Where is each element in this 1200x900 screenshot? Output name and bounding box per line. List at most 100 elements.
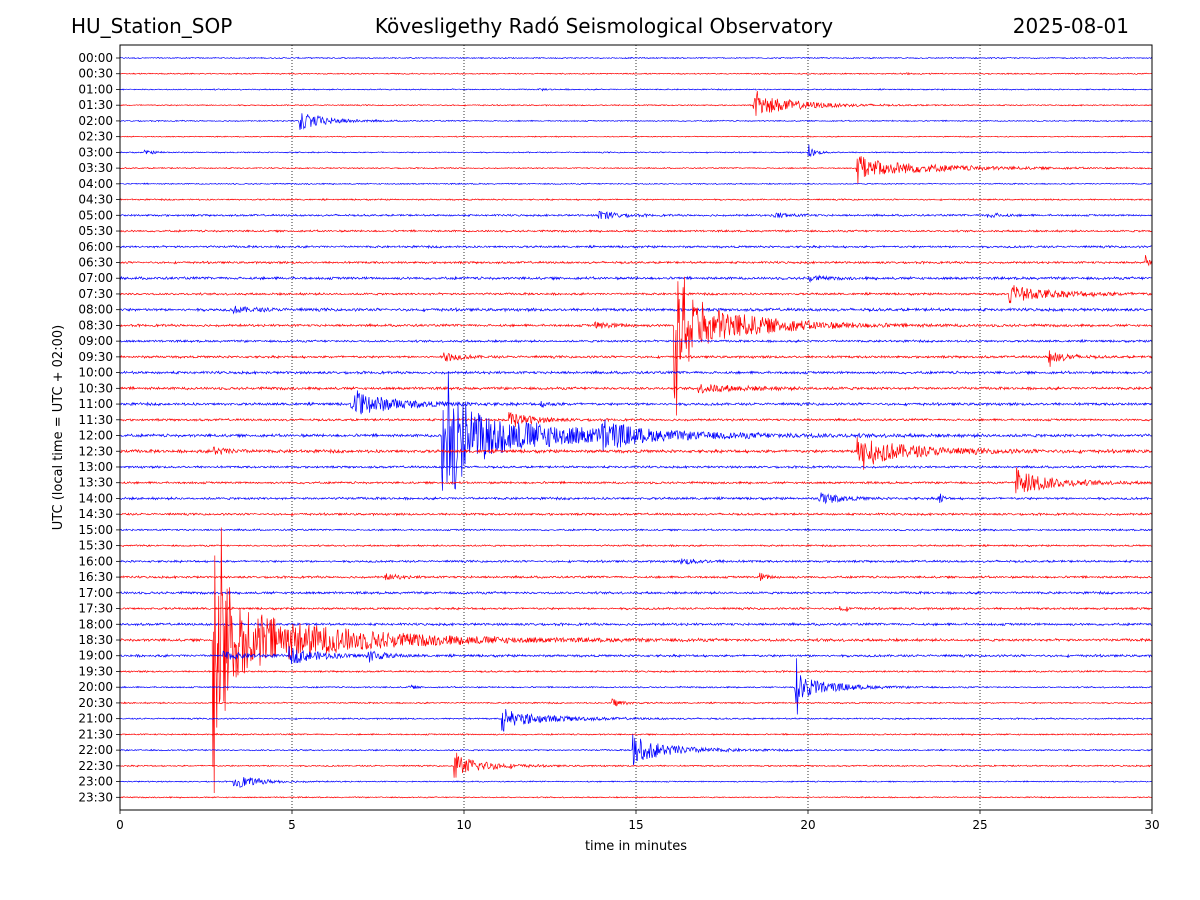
y-tick-label: 11:30: [78, 413, 113, 427]
trace-1830: [120, 527, 1152, 794]
trace-1100: [120, 390, 1152, 415]
trace-0630: [120, 255, 1152, 267]
x-tick-label: 30: [1144, 818, 1159, 832]
y-tick-label: 18:00: [78, 617, 113, 631]
trace-1200: [120, 371, 1152, 491]
y-tick-label: 08:00: [78, 303, 113, 317]
trace-2030: [120, 698, 1152, 707]
trace-0300: [120, 144, 1152, 158]
station-name: HU_Station_SOP: [71, 14, 233, 38]
y-tick-label: 17:30: [78, 602, 113, 616]
y-tick-label: 16:00: [78, 554, 113, 568]
y-tick-label: 15:00: [78, 523, 113, 537]
y-tick-label: 22:30: [78, 759, 113, 773]
trace-1300: [120, 464, 1152, 470]
y-tick-label: 16:30: [78, 570, 113, 584]
trace-0400: [120, 182, 1152, 186]
y-axis-label: UTC (local time = UTC + 02:00): [51, 325, 66, 530]
trace-2330: [120, 795, 1152, 799]
trace-0030: [120, 72, 1152, 76]
y-tick-label: 13:30: [78, 476, 113, 490]
y-tick-label: 12:00: [78, 429, 113, 443]
y-tick-label: 07:30: [78, 287, 113, 301]
trace-0730: [120, 285, 1152, 304]
y-tick-label: 00:30: [78, 67, 113, 81]
trace-0500: [120, 210, 1152, 220]
y-tick-label: 21:00: [78, 712, 113, 726]
trace-0830: [120, 276, 1152, 416]
y-tick-label: 00:00: [78, 51, 113, 65]
trace-0700: [120, 274, 1152, 283]
trace-1130: [120, 411, 1152, 427]
trace-0530: [120, 229, 1152, 233]
traces: [120, 56, 1152, 799]
x-axis-label: time in minutes: [585, 839, 687, 854]
trace-2000: [120, 658, 1152, 715]
trace-0100: [120, 87, 1152, 92]
y-tick-label: 15:30: [78, 539, 113, 553]
y-tick-label: 07:00: [78, 271, 113, 285]
trace-0330: [120, 156, 1152, 185]
trace-1500: [120, 528, 1152, 532]
y-tick-label: 23:30: [78, 790, 113, 804]
trace-0600: [120, 244, 1152, 249]
x-tick-label: 10: [456, 818, 471, 832]
y-tick-label: 09:30: [78, 350, 113, 364]
trace-1930: [120, 669, 1152, 674]
trace-2130: [120, 732, 1152, 736]
trace-2300: [120, 777, 1152, 788]
trace-1330: [120, 467, 1152, 494]
trace-1000: [120, 370, 1152, 376]
y-tick-label: 10:30: [78, 381, 113, 395]
observatory-title: Kövesligethy Radó Seismological Observat…: [374, 14, 834, 38]
x-tick-label: 5: [288, 818, 296, 832]
trace-1530: [120, 543, 1152, 548]
trace-0930: [120, 350, 1152, 367]
trace-1030: [120, 384, 1152, 394]
trace-1700: [120, 590, 1152, 596]
trace-0230: [120, 135, 1152, 138]
y-tick-label: 08:30: [78, 318, 113, 332]
y-tick-label: 20:30: [78, 696, 113, 710]
y-tick-label: 18:30: [78, 633, 113, 647]
y-tick-label: 14:00: [78, 491, 113, 505]
trace-1600: [120, 558, 1152, 565]
y-tick-label: 05:00: [78, 208, 113, 222]
y-tick-label: 05:30: [78, 224, 113, 238]
y-tick-label: 06:30: [78, 255, 113, 269]
y-tick-label: 20:00: [78, 680, 113, 694]
trace-1630: [120, 572, 1152, 581]
x-tick-label: 0: [116, 818, 124, 832]
y-tick-label: 12:30: [78, 444, 113, 458]
trace-0800: [120, 305, 1152, 315]
trace-1230: [120, 437, 1152, 470]
trace-1800: [120, 621, 1152, 627]
y-tick-label: 22:00: [78, 743, 113, 757]
x-tick-label: 15: [628, 818, 643, 832]
y-tick-label: 14:30: [78, 507, 113, 521]
y-tick-label: 21:30: [78, 727, 113, 741]
trace-0900: [120, 338, 1152, 344]
trace-2200: [120, 734, 1152, 766]
y-tick-label: 03:00: [78, 145, 113, 159]
y-tick-label: 04:00: [78, 177, 113, 191]
y-tick-label: 19:00: [78, 649, 113, 663]
y-tick-label: 09:00: [78, 334, 113, 348]
trace-0200: [120, 113, 1152, 131]
y-tick-label: 23:00: [78, 775, 113, 789]
trace-1400: [120, 492, 1152, 505]
x-tick-label: 20: [800, 818, 815, 832]
y-tick-label: 10:00: [78, 366, 113, 380]
y-tick-label: 01:30: [78, 98, 113, 112]
trace-1730: [120, 606, 1152, 613]
y-tick-label: 19:30: [78, 664, 113, 678]
y-tick-label: 04:30: [78, 193, 113, 207]
y-tick-label: 01:00: [78, 82, 113, 96]
trace-2100: [120, 709, 1152, 732]
trace-2230: [120, 752, 1152, 778]
y-tick-label: 03:30: [78, 161, 113, 175]
record-date: 2025-08-01: [1012, 14, 1129, 38]
y-tick-label: 11:00: [78, 397, 113, 411]
y-tick-label: 06:00: [78, 240, 113, 254]
